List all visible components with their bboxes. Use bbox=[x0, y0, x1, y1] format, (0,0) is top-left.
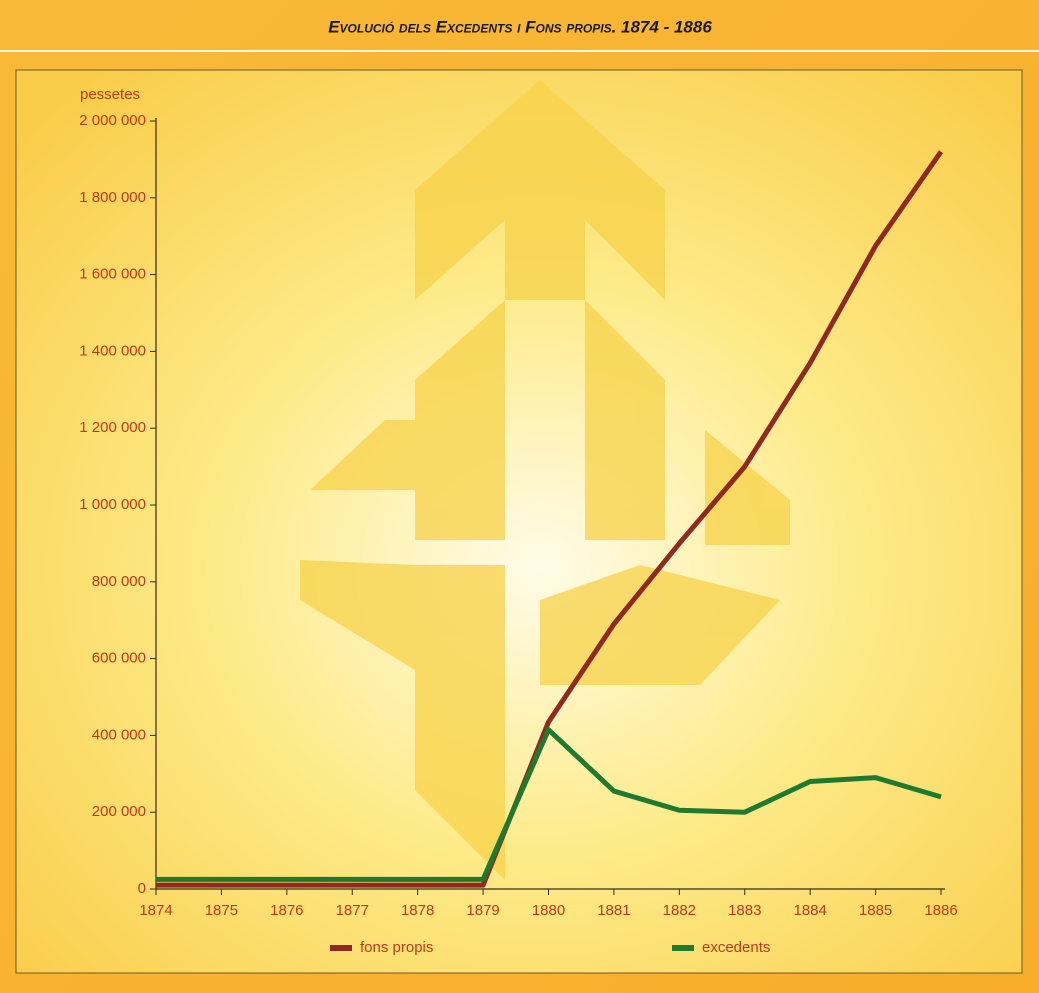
y-tick-label: 1 800 000 bbox=[79, 189, 146, 206]
y-tick-label: 2 000 000 bbox=[79, 112, 146, 129]
y-tick-label: 1 600 000 bbox=[79, 266, 146, 283]
y-tick-label: 1 400 000 bbox=[79, 342, 146, 359]
emblem bbox=[300, 80, 790, 880]
legend-swatch bbox=[330, 945, 352, 951]
x-tick-label: 1884 bbox=[793, 902, 826, 919]
y-tick-label: 1 200 000 bbox=[79, 419, 146, 436]
y-tick-label: 600 000 bbox=[92, 650, 146, 667]
y-tick-label: 0 bbox=[138, 880, 146, 897]
x-tick-label: 1879 bbox=[466, 902, 499, 919]
x-tick-label: 1878 bbox=[401, 902, 434, 919]
y-axis-label: pessetes bbox=[80, 86, 140, 103]
x-tick-label: 1885 bbox=[859, 902, 892, 919]
x-tick-label: 1874 bbox=[139, 902, 172, 919]
x-tick-label: 1881 bbox=[597, 902, 630, 919]
y-tick-label: 1 000 000 bbox=[79, 496, 146, 513]
y-tick-label: 200 000 bbox=[92, 803, 146, 820]
x-tick-label: 1880 bbox=[532, 902, 565, 919]
legend-label: fons propis bbox=[360, 939, 433, 956]
x-tick-label: 1886 bbox=[924, 902, 957, 919]
x-tick-label: 1876 bbox=[270, 902, 303, 919]
legend-label: excedents bbox=[702, 939, 770, 956]
x-tick-label: 1875 bbox=[205, 902, 238, 919]
series-line bbox=[156, 727, 942, 882]
legend-swatch bbox=[672, 945, 694, 951]
y-tick-label: 400 000 bbox=[92, 726, 146, 743]
x-tick-label: 1883 bbox=[728, 902, 761, 919]
x-tick-label: 1882 bbox=[663, 902, 696, 919]
y-tick-label: 800 000 bbox=[92, 573, 146, 590]
x-tick-label: 1877 bbox=[336, 902, 369, 919]
chart-title: Evolució dels Excedents i Fons propis. 1… bbox=[328, 17, 712, 36]
series-line bbox=[156, 150, 944, 888]
